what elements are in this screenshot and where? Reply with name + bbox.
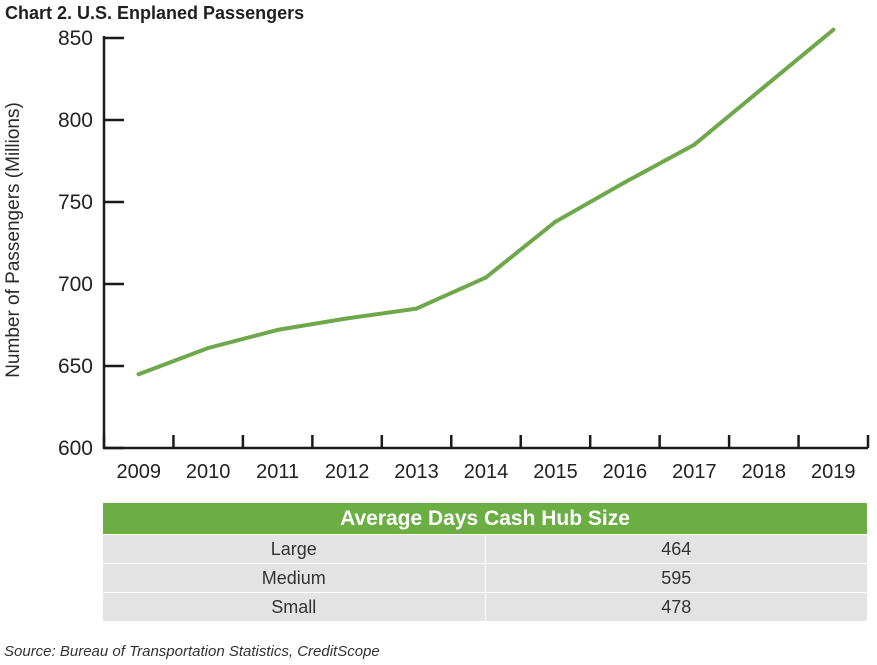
x-tick-label: 2016 — [603, 461, 648, 483]
series-line — [136, 27, 836, 377]
table-row: Medium 595 — [103, 563, 867, 593]
data-point — [553, 219, 558, 224]
y-tick-label: 750 — [58, 191, 93, 214]
y-axis-label: Number of Passengers (Millions) — [3, 102, 24, 378]
days-cash-cell: 464 — [484, 534, 867, 564]
data-point — [275, 327, 280, 332]
hub-size-table: Average Days Cash Hub Size Large 464 Med… — [103, 503, 867, 621]
x-tick-label: 2009 — [116, 461, 161, 483]
data-point — [622, 180, 627, 185]
x-tick-label: 2011 — [256, 461, 299, 483]
y-tick-label: 700 — [58, 273, 93, 296]
y-tick-label: 650 — [58, 355, 93, 378]
table-row: Large 464 — [103, 534, 867, 564]
data-point — [414, 306, 419, 311]
data-point — [831, 27, 836, 32]
hub-size-cell: Small — [103, 592, 485, 621]
x-tick-label: 2017 — [672, 461, 717, 483]
x-tick-label: 2010 — [186, 461, 231, 483]
data-point — [761, 85, 766, 90]
x-tick-label: 2015 — [533, 461, 578, 483]
data-point — [692, 142, 697, 147]
hub-size-cell: Medium — [103, 563, 485, 593]
y-tick-label: 850 — [58, 27, 93, 50]
x-tick-label: 2013 — [394, 461, 439, 483]
chart-title: Chart 2. U.S. Enplaned Passengers — [5, 3, 305, 23]
source-note: Source: Bureau of Transportation Statist… — [4, 643, 380, 660]
data-point — [345, 316, 350, 321]
x-tick-label: 2019 — [811, 461, 856, 483]
x-tick-label: 2018 — [742, 461, 787, 483]
y-tick-label: 800 — [58, 109, 93, 132]
x-tick-label: 2014 — [464, 461, 509, 483]
y-axis: 600 650 700 750 800 850 — [58, 27, 124, 460]
x-axis: 2009 2010 2011 2012 2013 2014 2015 2016 2017 2018… — [102, 435, 870, 483]
data-point — [206, 345, 211, 350]
data-point — [484, 275, 488, 280]
x-tick-label: 2012 — [325, 461, 370, 483]
hub-size-cell: Large — [103, 534, 485, 564]
series-group — [136, 27, 836, 377]
y-tick-label: 600 — [58, 437, 93, 460]
table-header: Average Days Cash Hub Size — [103, 503, 867, 535]
days-cash-cell: 478 — [484, 592, 867, 621]
table-row: Small 478 — [103, 592, 867, 621]
days-cash-cell: 595 — [484, 563, 867, 593]
data-point — [136, 372, 141, 377]
table-header-row: Average Days Cash Hub Size — [103, 503, 867, 535]
